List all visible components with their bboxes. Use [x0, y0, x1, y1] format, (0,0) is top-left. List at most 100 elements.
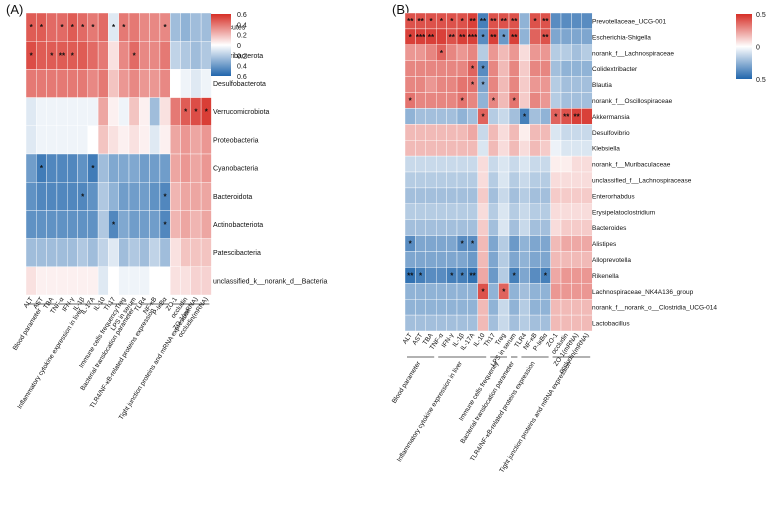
row-label: norank_f__Lachnospiraceae [592, 50, 674, 57]
row-label: Escherichia-Shigella [592, 34, 651, 41]
legend-tick-label: 0.6 [237, 12, 247, 19]
significance-mark: ** [449, 33, 456, 42]
heatmap-cell [550, 12, 562, 30]
heatmap-cell [560, 139, 572, 157]
heatmap-cell [560, 155, 572, 173]
heatmap-cell [149, 69, 161, 98]
heatmap-cell [477, 251, 489, 268]
heatmap-cell [25, 153, 37, 183]
significance-mark: * [122, 23, 126, 32]
heatmap-cell [25, 181, 37, 211]
heatmap-cell [456, 155, 468, 173]
heatmap-cell [425, 92, 437, 109]
heatmap-cell [550, 76, 562, 93]
heatmap-cell [488, 235, 499, 252]
heatmap-cell [190, 181, 202, 211]
heatmap-cell [446, 219, 458, 236]
significance-mark: ** [511, 17, 518, 26]
heatmap-cell [149, 210, 161, 239]
heatmap-cell [139, 125, 150, 155]
legend-colorbar [736, 14, 752, 79]
heatmap-cell [467, 187, 478, 204]
heatmap-cell [581, 299, 593, 316]
heatmap-cell [488, 155, 499, 173]
heatmap-cell [425, 187, 437, 204]
heatmap-cell [519, 203, 531, 220]
heatmap-cell [571, 44, 583, 61]
heatmap-cell [118, 153, 130, 183]
heatmap-cell [415, 299, 426, 316]
heatmap-cell [108, 41, 119, 70]
heatmap-cell [488, 299, 499, 316]
heatmap-cell [519, 299, 531, 316]
heatmap-cell [540, 283, 551, 300]
heatmap-cell [139, 266, 150, 296]
significance-mark: ** [480, 17, 487, 26]
significance-mark: * [461, 17, 465, 26]
heatmap-cell [488, 139, 499, 157]
row-label: Proteobacteria [213, 137, 259, 144]
row-label: Alistipes [592, 241, 617, 248]
heatmap-cell [169, 125, 181, 155]
heatmap-cell [529, 235, 541, 252]
heatmap-cell [66, 125, 78, 155]
row-label: Deferribacterota [213, 53, 263, 60]
heatmap-cell [571, 187, 583, 204]
heatmap-cell [139, 210, 150, 239]
heatmap-cell [108, 125, 119, 155]
significance-mark: ** [428, 33, 435, 42]
heatmap-cell [508, 314, 520, 332]
legend-tick-label: 0 [756, 45, 760, 52]
heatmap-cell [56, 210, 68, 239]
significance-mark: * [481, 287, 485, 296]
heatmap-cell [540, 108, 551, 125]
heatmap-cell [87, 266, 99, 296]
heatmap-cell [118, 97, 130, 126]
heatmap-cell [190, 210, 202, 239]
heatmap-cell [550, 203, 562, 220]
heatmap-cell [498, 171, 510, 189]
heatmap-cell [456, 124, 468, 141]
heatmap-cell [66, 238, 78, 268]
heatmap-cell [108, 97, 119, 126]
heatmap-cell [118, 210, 130, 239]
heatmap-cell [404, 139, 416, 157]
heatmap-cell [508, 60, 520, 77]
significance-mark: * [471, 81, 475, 90]
heatmap-cell [159, 153, 171, 183]
heatmap-cell [436, 299, 447, 316]
heatmap-cell [404, 108, 416, 125]
heatmap-cell [118, 125, 130, 155]
heatmap-cell [529, 155, 541, 173]
heatmap-cell [180, 41, 192, 70]
heatmap-cell [446, 76, 458, 93]
heatmap-cell [467, 283, 478, 300]
heatmap-cell [425, 283, 437, 300]
significance-mark: * [91, 164, 95, 173]
heatmap-cell [519, 28, 531, 45]
heatmap-cell [477, 92, 489, 109]
significance-mark: * [71, 23, 75, 32]
heatmap-cell [581, 139, 593, 157]
heatmap-cell [560, 283, 572, 300]
heatmap-cell [46, 97, 58, 126]
heatmap-cell [46, 210, 58, 239]
heatmap-cell [404, 203, 416, 220]
heatmap-cell [169, 41, 181, 70]
heatmap-cell [108, 153, 119, 183]
significance-mark: * [502, 33, 506, 42]
heatmap-cell [56, 238, 68, 268]
heatmap-cell [25, 125, 37, 155]
row-label: Blautia [592, 82, 612, 89]
heatmap-cell [200, 153, 212, 183]
heatmap-cell [560, 314, 572, 332]
heatmap-cell [36, 181, 47, 211]
heatmap-cell [581, 108, 593, 125]
heatmap-cell [46, 266, 58, 296]
heatmap-cell [498, 124, 510, 141]
heatmap-cell [415, 314, 426, 332]
heatmap-cell [529, 76, 541, 93]
heatmap-cell [77, 238, 89, 268]
heatmap-cell [159, 125, 171, 155]
heatmap-cell [415, 283, 426, 300]
